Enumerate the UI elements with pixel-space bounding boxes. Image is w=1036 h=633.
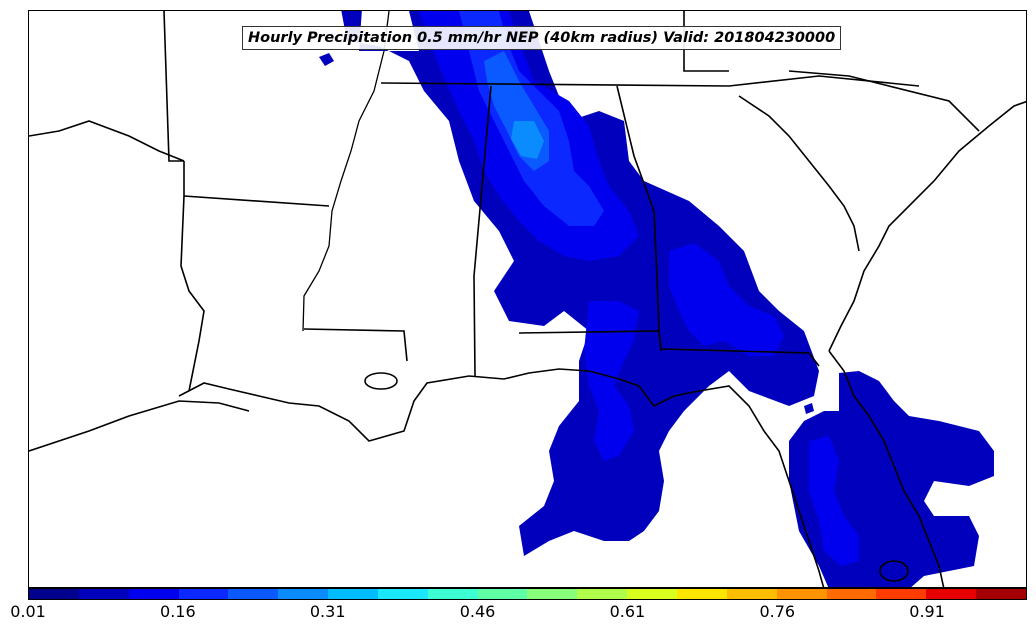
precip-contours <box>319 11 994 587</box>
precip-band-mid-pan <box>584 301 639 461</box>
precip-band-low-small <box>319 53 334 66</box>
state-border-sc-nc <box>788 70 980 132</box>
precip-band-peak <box>511 121 544 159</box>
colorbar-tick-label: 0.61 <box>609 602 646 621</box>
colorbar-segment <box>976 589 1026 599</box>
lake-pontchartrain <box>364 372 398 390</box>
map-borders <box>29 11 1026 587</box>
map-plot-area: Hourly Precipitation 0.5 mm/hr NEP (40km… <box>28 10 1027 588</box>
colorbar-segment <box>278 589 329 599</box>
precip-band-low-small2 <box>804 403 814 414</box>
colorbar-segment <box>427 589 478 599</box>
colorbar-segment <box>328 589 378 599</box>
colorbar-tick-label: 0.76 <box>759 602 796 621</box>
colorbar-tick-label: 0.31 <box>309 602 346 621</box>
coast-tx <box>29 400 250 452</box>
state-border-al-fl <box>518 330 820 367</box>
colorbar-segment <box>527 589 578 599</box>
coast-left <box>29 120 185 162</box>
state-border-tx-la <box>180 161 205 392</box>
colorbar-segment <box>577 589 628 599</box>
colorbar-tick-label: 0.16 <box>160 602 196 621</box>
colorbar-segment <box>826 589 877 599</box>
precip-band-low <box>341 11 819 556</box>
colorbar-segment <box>128 589 179 599</box>
state-border-ms-al <box>473 85 492 377</box>
state-border-la-ms <box>303 328 408 362</box>
map-title: Hourly Precipitation 0.5 mm/hr NEP (40km… <box>242 26 842 50</box>
colorbar-segment <box>29 589 79 599</box>
colorbar-tick-labels: 0.01 0.16 0.31 0.46 0.61 0.76 0.91 <box>0 602 1036 626</box>
state-border-tn <box>163 11 184 162</box>
coast-fl-east <box>828 350 945 587</box>
colorbar-segment <box>78 589 129 599</box>
colorbar-segment <box>876 589 927 599</box>
precip-band-mid-ga <box>669 243 784 356</box>
colorbar-segment <box>926 589 977 599</box>
map-svg <box>29 11 1026 587</box>
colorbar-segment <box>477 589 528 599</box>
colorbar-tick-label: 0.91 <box>909 602 945 621</box>
lake <box>879 560 909 582</box>
state-border-ar-la <box>183 195 330 207</box>
precip-band-mid-fl <box>809 436 859 566</box>
colorbar-tick-label: 0.46 <box>459 602 496 621</box>
coast-ga-sc <box>828 100 1026 352</box>
colorbar-segment <box>776 589 827 599</box>
colorbar <box>28 588 1027 600</box>
colorbar-tick-label: 0.01 <box>10 602 46 621</box>
river-mississippi <box>302 11 390 332</box>
colorbar-segment <box>726 589 777 599</box>
coast-la <box>178 368 825 587</box>
colorbar-segment <box>178 589 229 599</box>
colorbar-segment <box>627 589 677 599</box>
colorbar-segment <box>676 589 727 599</box>
state-border-ga-sc <box>738 95 860 252</box>
colorbar-segment <box>377 589 428 599</box>
colorbar-segment <box>228 589 279 599</box>
